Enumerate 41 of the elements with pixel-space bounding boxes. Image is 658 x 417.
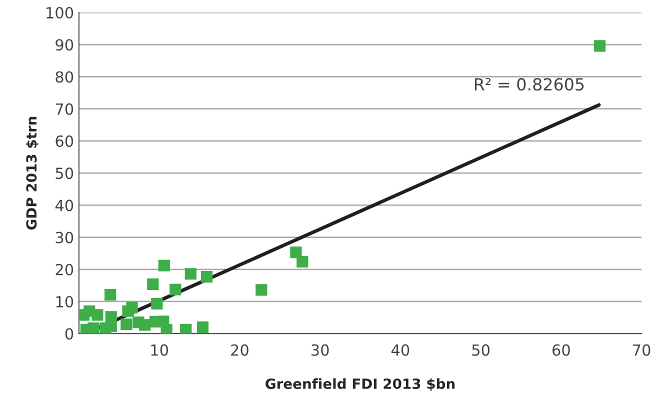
- point: [120, 318, 132, 330]
- y-tick-label: 0: [65, 328, 74, 340]
- x-tick-label: 70: [633, 344, 650, 356]
- point: [78, 309, 90, 321]
- y-tick-label: 80: [56, 71, 74, 83]
- y-tick-label: 50: [56, 168, 74, 180]
- x-tick-label: 50: [472, 344, 490, 356]
- point: [104, 288, 116, 301]
- point: [151, 298, 163, 310]
- point: [200, 270, 213, 283]
- y-tick-label: 100: [46, 6, 74, 19]
- point: [256, 284, 268, 296]
- point: [122, 305, 134, 317]
- point: [296, 256, 308, 268]
- x-axis-title: Greenfield FDI 2013 $bn: [266, 378, 455, 391]
- point: [180, 324, 192, 334]
- x-tick-label: 40: [391, 344, 410, 356]
- point: [132, 316, 144, 328]
- point: [158, 260, 170, 272]
- point: [594, 40, 606, 52]
- point: [100, 322, 112, 334]
- point: [290, 246, 302, 258]
- x-tick-label: 30: [312, 344, 329, 356]
- y-tick-label: 90: [56, 39, 74, 51]
- x-tick-label: 10: [151, 344, 168, 356]
- point: [88, 322, 100, 334]
- y-axis-title: GDP 2013 $trn: [26, 116, 39, 230]
- y-tick-label: 60: [56, 135, 74, 147]
- point: [170, 284, 182, 296]
- point: [147, 278, 159, 290]
- annotation: R² = 0.82605: [474, 78, 584, 91]
- y-tick-label: 70: [56, 103, 74, 115]
- point: [150, 316, 162, 328]
- y-tick-label: 30: [56, 232, 74, 244]
- y-tick-label: 40: [55, 200, 74, 212]
- x-tick-label: 20: [231, 344, 248, 356]
- x-tick-label: 60: [552, 344, 570, 356]
- point: [196, 321, 209, 333]
- y-tick-label: 20: [56, 264, 74, 276]
- point: [184, 268, 196, 280]
- y-tick-label: 10: [56, 296, 74, 308]
